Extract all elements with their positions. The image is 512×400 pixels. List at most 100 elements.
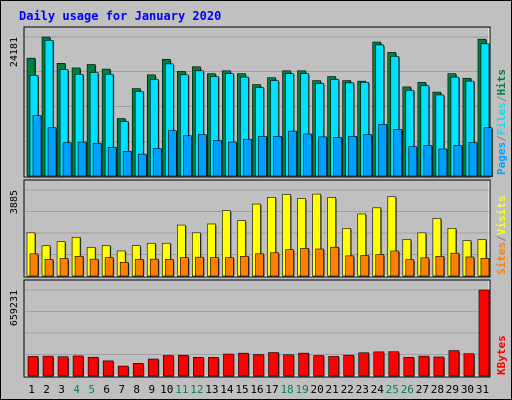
- x-tick-label-day-13: 13: [205, 383, 218, 396]
- bar-kbytes-day-6: [102, 360, 114, 377]
- bar-kbytes-day-3: [57, 356, 69, 377]
- chart-panels: 24181Pages/Files/Hits3885Sites/Visits659…: [9, 26, 508, 378]
- x-tick-label-day-2: 2: [43, 383, 50, 396]
- bar-visits-day-13: [210, 257, 219, 277]
- x-tick-label-day-21: 21: [326, 383, 339, 396]
- bar-kbytes-day-11: [178, 354, 189, 377]
- x-tick-label-day-16: 16: [250, 383, 263, 396]
- bar-visits-day-24: [375, 254, 385, 277]
- bar-pages-day-11: [183, 135, 192, 177]
- bar-kbytes-day-23: [358, 352, 370, 377]
- panel-kbytes: 659231 KBytes: [9, 279, 508, 378]
- bar-kbytes-day-26: [403, 357, 415, 377]
- x-tick-label-day-9: 9: [148, 383, 155, 396]
- bar-pages-day-25: [393, 129, 403, 177]
- bar-pages-day-20: [318, 136, 327, 177]
- bar-visits-day-5: [89, 258, 99, 277]
- bar-pages-day-16: [258, 136, 267, 177]
- legend-entry-separator: /: [495, 95, 508, 102]
- x-tick-label-day-31: 31: [476, 383, 489, 396]
- x-tick-label-day-28: 28: [431, 383, 444, 396]
- x-tick-label-day-23: 23: [356, 383, 369, 396]
- bar-visits-day-29: [450, 252, 460, 277]
- bar-pages-day-14: [228, 141, 237, 177]
- x-tick-label-day-19: 19: [295, 383, 308, 396]
- bar-visits-day-23: [360, 255, 370, 277]
- x-tick-label-day-24: 24: [371, 383, 385, 396]
- bar-pages-day-29: [453, 145, 463, 177]
- legend-visits-sites: Sites/Visits: [495, 196, 508, 276]
- bar-visits-day-14: [225, 257, 234, 277]
- legend-kbytes: KBytes: [495, 335, 508, 375]
- bar-kbytes-day-4: [72, 355, 84, 377]
- bar-kbytes-day-18: [283, 354, 294, 377]
- bar-visits-day-30: [465, 256, 475, 277]
- bar-visits-day-17: [270, 252, 279, 277]
- bar-visits-day-16: [255, 253, 264, 277]
- legend-entry-sites: Sites: [495, 242, 508, 275]
- bar-kbytes-day-14: [223, 353, 234, 377]
- bar-visits-day-19: [300, 248, 309, 277]
- bar-visits-day-9: [149, 258, 159, 277]
- chart-title: Daily usage for January 2020: [19, 9, 221, 23]
- bar-pages-day-26: [408, 146, 418, 177]
- bar-visits-day-22: [345, 255, 354, 277]
- legend-hits-files-pages: Pages/Files/Hits: [495, 69, 508, 175]
- bar-kbytes-day-7: [117, 365, 129, 377]
- bar-pages-day-7: [122, 150, 132, 177]
- bar-kbytes-day-1: [27, 356, 39, 377]
- legend-entry-hits: Hits: [495, 69, 508, 96]
- x-tick-label-day-10: 10: [160, 383, 173, 396]
- bar-kbytes-day-20: [313, 355, 324, 377]
- bar-visits-day-3: [59, 258, 69, 277]
- y-max-label: 659231: [9, 290, 20, 326]
- bar-visits-day-11: [180, 257, 189, 277]
- bar-pages-day-28: [438, 148, 448, 177]
- bar-visits-day-1: [29, 253, 39, 277]
- x-tick-label-day-6: 6: [103, 383, 110, 396]
- bar-visits-day-6: [104, 257, 114, 277]
- x-tick-label-day-11: 11: [175, 383, 188, 396]
- x-tick-label-day-30: 30: [461, 383, 474, 396]
- bar-pages-day-4: [77, 141, 87, 177]
- bar-visits-day-12: [195, 256, 204, 277]
- bar-kbytes-day-22: [343, 354, 354, 377]
- bar-kbytes-day-19: [298, 352, 309, 377]
- bar-visits-day-10: [164, 259, 174, 277]
- bar-visits-day-18: [285, 249, 294, 277]
- bar-pages-day-21: [333, 137, 342, 177]
- bar-visits-day-25: [390, 250, 400, 277]
- bar-kbytes-day-25: [388, 351, 400, 377]
- x-tick-label-day-12: 12: [190, 383, 203, 396]
- bar-kbytes-day-16: [253, 354, 264, 377]
- bar-pages-day-13: [213, 140, 222, 177]
- bar-visits-day-31: [480, 257, 490, 277]
- bar-pages-day-10: [167, 130, 177, 177]
- legend-entry-separator: /: [495, 135, 508, 142]
- bar-pages-day-2: [47, 127, 57, 177]
- bar-kbytes-day-10: [162, 355, 174, 377]
- bar-kbytes-day-2: [42, 355, 54, 377]
- legend-entry-visits: Visits: [495, 196, 508, 236]
- bar-kbytes-day-27: [418, 355, 430, 377]
- x-tick-label-day-26: 26: [401, 383, 414, 396]
- legend-entry-files: Files: [495, 102, 508, 135]
- bar-kbytes-day-28: [433, 356, 445, 377]
- x-tick-label-day-22: 22: [341, 383, 354, 396]
- x-tick-label-day-27: 27: [416, 383, 429, 396]
- bar-kbytes-day-13: [208, 357, 219, 377]
- legend-entry-kbytes: KBytes: [495, 335, 508, 375]
- bar-visits-day-28: [435, 255, 445, 277]
- bar-kbytes-day-30: [463, 353, 475, 377]
- bar-pages-day-27: [423, 145, 433, 177]
- x-tick-label-day-4: 4: [73, 383, 80, 396]
- bar-pages-day-5: [92, 142, 102, 177]
- y-max-label: 3885: [9, 190, 20, 214]
- x-tick-label-day-8: 8: [133, 383, 140, 396]
- x-tick-label-day-3: 3: [58, 383, 65, 396]
- x-tick-label-day-17: 17: [265, 383, 278, 396]
- bar-visits-day-27: [420, 257, 430, 277]
- bar-kbytes-day-17: [268, 352, 279, 377]
